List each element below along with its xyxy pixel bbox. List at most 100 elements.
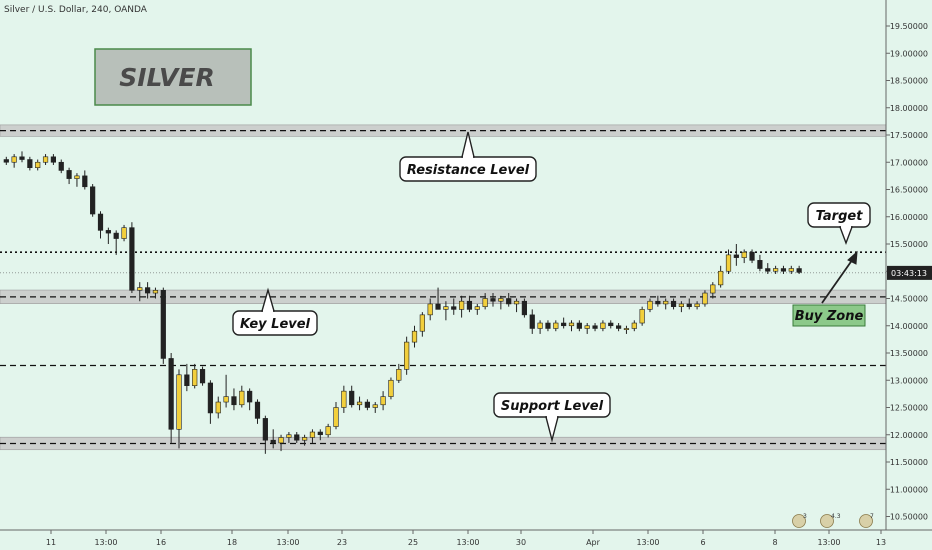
price-label-text: 03:43:13 — [891, 269, 927, 278]
candle-body — [168, 358, 174, 430]
candle-body — [192, 369, 198, 387]
price-label-bg — [887, 265, 932, 280]
candle-body — [615, 325, 622, 329]
x-tick-label: 13:00 — [94, 538, 117, 547]
y-tick-label: 19.50000 — [890, 22, 928, 31]
x-tick-label: 13 — [876, 538, 886, 547]
candle-body — [254, 401, 261, 419]
key-level-callout-label: Key Level — [240, 317, 311, 332]
candle-body — [278, 437, 284, 444]
y-tick-label: 15.50000 — [890, 240, 928, 249]
candle-body — [655, 300, 661, 305]
candle-body — [356, 401, 363, 406]
candle-body — [388, 379, 394, 397]
target-arrow-line — [821, 255, 856, 304]
candle-body — [772, 268, 779, 272]
candle-body — [749, 251, 755, 261]
candle-body — [404, 341, 410, 370]
candle-body — [718, 270, 724, 286]
target-callout-box — [807, 202, 871, 228]
candle-body — [325, 426, 331, 436]
candle-body — [11, 156, 17, 163]
candle-body — [364, 401, 371, 408]
event-badge-icon — [859, 514, 873, 528]
candle-body — [231, 396, 237, 406]
x-tick-label: 11 — [46, 538, 56, 547]
candle-body — [561, 322, 567, 327]
candle-body — [702, 292, 708, 305]
x-tick-label: 13:00 — [276, 538, 299, 547]
watermark-text: SILVER — [119, 63, 214, 92]
candle-body — [733, 254, 739, 258]
candle-body — [27, 159, 33, 168]
candle-body — [788, 268, 794, 272]
candle-body — [796, 268, 802, 273]
x-tick-label: 18 — [227, 538, 237, 547]
candle-body — [137, 287, 143, 291]
candle-body — [513, 300, 520, 305]
candle-body — [592, 325, 598, 329]
candle-body — [82, 175, 88, 188]
candle-body — [35, 161, 41, 168]
candle-body — [262, 418, 268, 441]
candle-body — [600, 322, 606, 329]
y-tick-label: 10.50000 — [890, 513, 928, 522]
candle-body — [545, 322, 551, 329]
candle-body — [74, 175, 80, 179]
candle-body — [317, 431, 323, 436]
candle-body — [286, 434, 292, 438]
y-tick-label: 14.00000 — [890, 322, 928, 331]
candle-body — [623, 328, 630, 330]
candle-body — [553, 322, 559, 329]
x-tick-label: 8 — [772, 538, 777, 547]
resistance-callout-label: Resistance Level — [407, 163, 530, 178]
candle-body — [247, 390, 253, 403]
candle-body — [765, 268, 771, 272]
candle-body — [498, 298, 504, 302]
candle-body — [647, 300, 653, 310]
y-tick-label: 12.00000 — [890, 431, 928, 440]
candle-body — [529, 314, 535, 329]
event-badge-icon — [792, 514, 806, 528]
y-tick-label: 17.00000 — [890, 158, 928, 167]
y-tick-label: 16.00000 — [890, 213, 928, 222]
y-tick-label: 12.50000 — [890, 404, 928, 413]
candle-body — [97, 213, 104, 231]
candle-body — [19, 156, 25, 160]
y-tick-label: 19.00000 — [890, 49, 928, 58]
candle-body — [757, 260, 763, 269]
candle-body — [160, 290, 166, 359]
candle-body — [349, 390, 355, 406]
x-tick-label: 13:00 — [456, 538, 479, 547]
candle-body — [121, 227, 127, 239]
candle-body — [50, 156, 56, 163]
key-level-callout-box — [232, 310, 318, 336]
candle-body — [443, 306, 449, 310]
x-tick-label: 23 — [337, 538, 347, 547]
candle-body — [458, 300, 465, 310]
target-arrow-head — [847, 250, 858, 265]
candle-body — [411, 330, 418, 343]
x-tick-label: 13:00 — [636, 538, 659, 547]
y-tick-label: 11.00000 — [890, 485, 928, 494]
candle-body — [670, 300, 677, 307]
candle-body — [419, 314, 425, 332]
x-tick-label: 16 — [156, 538, 166, 547]
candle-body — [576, 322, 582, 329]
candle-body — [663, 300, 669, 305]
x-tick-label: 6 — [700, 538, 705, 547]
y-tick-label: 16.50000 — [890, 186, 928, 195]
candle-body — [639, 309, 645, 324]
candle-body — [113, 232, 119, 239]
candle-body — [199, 369, 206, 384]
candle-body — [710, 284, 716, 294]
candle-body — [694, 303, 700, 307]
candle-body — [780, 268, 787, 272]
candle-body — [568, 322, 575, 327]
y-tick-label: 14.50000 — [890, 295, 928, 304]
target-callout-label: Target — [816, 209, 864, 224]
candle-body — [608, 322, 614, 327]
candle-body — [521, 300, 527, 316]
